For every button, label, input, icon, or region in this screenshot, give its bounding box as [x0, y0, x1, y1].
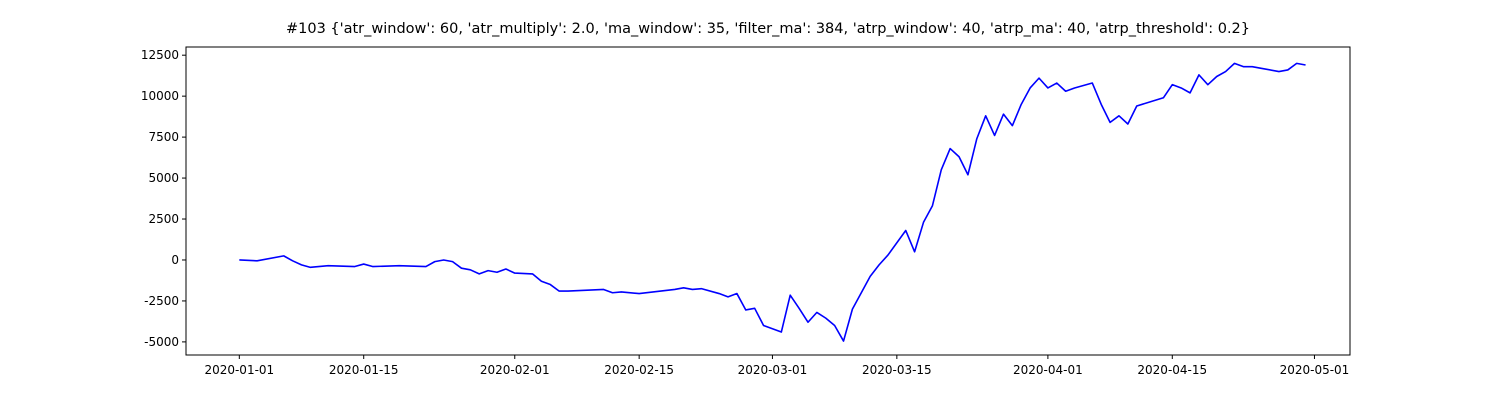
y-tick-label: 5000 — [148, 171, 179, 185]
y-tick-label: 2500 — [148, 212, 179, 226]
x-tick-label: 2020-03-15 — [862, 363, 932, 377]
y-tick-label: 10000 — [141, 89, 179, 103]
line — [239, 62, 1306, 342]
x-tick-label: 2020-03-01 — [738, 363, 808, 377]
x-tick-label: 2020-05-01 — [1280, 363, 1350, 377]
y-tick-label: 0 — [171, 253, 179, 267]
x-tick-label: 2020-04-15 — [1137, 363, 1207, 377]
plot-frame — [185, 46, 1351, 356]
y-tick-label: -5000 — [144, 335, 179, 349]
x-tick-label: 2020-02-01 — [480, 363, 550, 377]
x-tick-label: 2020-01-15 — [329, 363, 399, 377]
x-tick-label: 2020-04-01 — [1013, 363, 1083, 377]
chart-title: #103 {'atr_window': 60, 'atr_multiply': … — [286, 21, 1250, 37]
x-tick-label: 2020-01-01 — [204, 363, 274, 377]
y-tick-label: 7500 — [148, 130, 179, 144]
x-tick-label: 2020-02-15 — [604, 363, 674, 377]
y-tick-label: -2500 — [144, 294, 179, 308]
y-tick-label: 12500 — [141, 48, 179, 62]
